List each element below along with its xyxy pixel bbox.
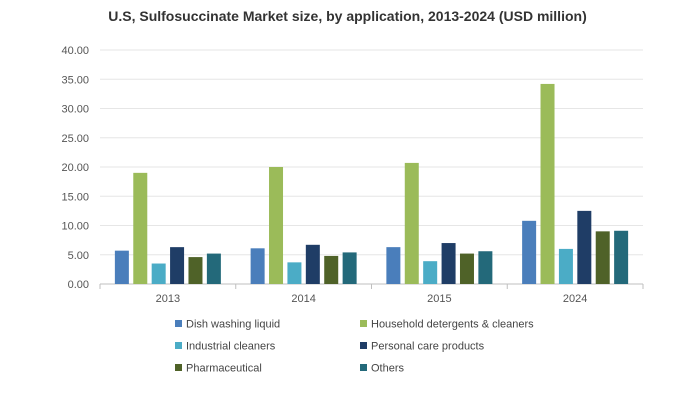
legend-label: Industrial cleaners bbox=[186, 341, 276, 353]
bar-dish-washing-liquid-2015 bbox=[386, 247, 401, 284]
x-tick-label: 2015 bbox=[427, 293, 451, 305]
legend-item: Industrial cleaners bbox=[175, 341, 276, 353]
y-tick-label: 5.00 bbox=[68, 250, 89, 262]
bar-personal-care-products-2014 bbox=[305, 244, 320, 284]
y-tick-label: 10.00 bbox=[61, 221, 89, 233]
y-tick-label: 35.00 bbox=[61, 74, 89, 86]
bar-personal-care-products-2024 bbox=[577, 210, 592, 284]
y-tick-label: 20.00 bbox=[61, 162, 89, 174]
legend-item: Pharmaceutical bbox=[175, 363, 262, 375]
legend-item: Others bbox=[360, 363, 405, 375]
legend-swatch bbox=[360, 320, 367, 327]
legend-item: Dish washing liquid bbox=[175, 319, 280, 331]
bar-others-2024 bbox=[614, 230, 629, 284]
bar-household-detergents-cleaners-2024 bbox=[540, 83, 555, 285]
bar-household-detergents-cleaners-2015 bbox=[404, 162, 419, 284]
legend-label: Household detergents & cleaners bbox=[371, 319, 534, 331]
legend-swatch bbox=[360, 342, 367, 349]
bar-personal-care-products-2013 bbox=[170, 247, 185, 284]
bar-personal-care-products-2015 bbox=[441, 243, 456, 284]
bar-others-2014 bbox=[342, 252, 357, 284]
x-tick-label: 2024 bbox=[563, 293, 587, 305]
legend-label: Personal care products bbox=[371, 341, 485, 353]
legend-swatch bbox=[175, 364, 182, 371]
bar-industrial-cleaners-2013 bbox=[151, 263, 166, 284]
axes: 0.00 5.00 10.00 15.00 20.00 25.00 30.00 35.00 40… bbox=[61, 45, 644, 305]
bar-others-2013 bbox=[206, 253, 221, 284]
legend-item: Personal care products bbox=[360, 341, 485, 353]
legend-swatch bbox=[175, 342, 182, 349]
bar-pharmaceutical-2014 bbox=[324, 255, 339, 284]
legend-swatch bbox=[175, 320, 182, 327]
y-tick-label: 0.00 bbox=[68, 279, 89, 291]
legend-label: Others bbox=[371, 363, 405, 375]
x-tick-label: 2013 bbox=[156, 293, 180, 305]
legend: Dish washing liquid Household detergents … bbox=[175, 319, 534, 375]
y-tick-label: 40.00 bbox=[61, 45, 89, 57]
bar-household-detergents-cleaners-2013 bbox=[133, 172, 148, 284]
y-tick-label: 30.00 bbox=[61, 104, 89, 116]
y-tick-label: 15.00 bbox=[61, 191, 89, 203]
legend-label: Pharmaceutical bbox=[186, 363, 262, 375]
legend-label: Dish washing liquid bbox=[186, 319, 280, 331]
bar-pharmaceutical-2024 bbox=[595, 231, 610, 284]
x-tick-label: 2014 bbox=[291, 293, 315, 305]
legend-item: Household detergents & cleaners bbox=[360, 319, 534, 331]
legend-swatch bbox=[360, 364, 367, 371]
bar-industrial-cleaners-2024 bbox=[558, 248, 573, 284]
bar-industrial-cleaners-2014 bbox=[287, 262, 302, 284]
gridlines bbox=[100, 49, 643, 256]
bar-dish-washing-liquid-2014 bbox=[250, 248, 265, 284]
chart-title: U.S, Sulfosuccinate Market size, by appl… bbox=[108, 8, 587, 24]
bar-pharmaceutical-2013 bbox=[188, 257, 203, 284]
bar-pharmaceutical-2015 bbox=[459, 253, 474, 284]
y-tick-label: 25.00 bbox=[61, 133, 89, 145]
bar-dish-washing-liquid-2024 bbox=[522, 220, 537, 284]
bar-dish-washing-liquid-2013 bbox=[114, 250, 129, 284]
bar-industrial-cleaners-2015 bbox=[423, 261, 438, 284]
bars bbox=[114, 83, 629, 285]
bar-others-2015 bbox=[478, 251, 493, 284]
bar-household-detergents-cleaners-2014 bbox=[269, 167, 284, 284]
